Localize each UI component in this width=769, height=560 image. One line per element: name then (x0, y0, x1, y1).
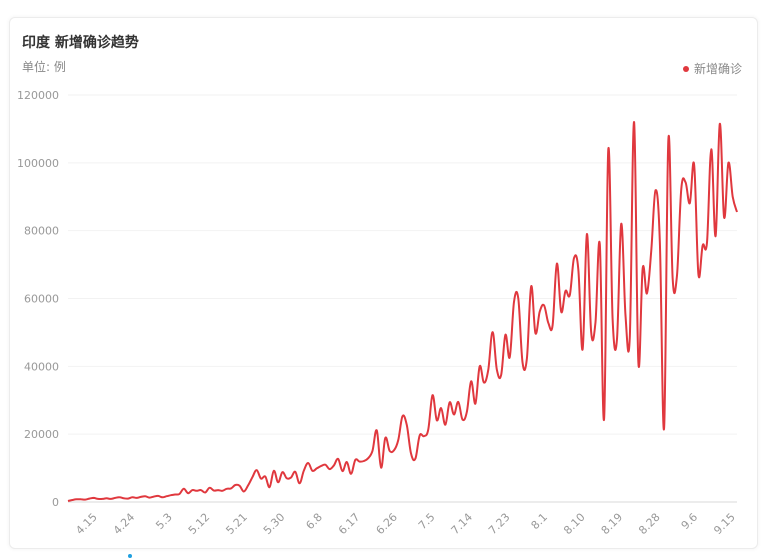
page-indicator-dot (128, 554, 132, 558)
x-tick-label: 5.21 (223, 511, 250, 538)
y-tick-label: 0 (52, 496, 59, 509)
y-tick-label: 20000 (24, 428, 59, 441)
x-tick-label: 7.23 (486, 511, 513, 538)
unit-label: 单位: 例 (22, 60, 66, 74)
y-tick-label: 40000 (24, 360, 59, 373)
x-tick-label: 5.30 (261, 511, 288, 538)
y-tick-label: 120000 (17, 89, 59, 102)
legend-dot-icon (682, 65, 689, 72)
x-tick-label: 5.3 (153, 511, 175, 533)
x-tick-label: 4.15 (73, 511, 100, 538)
x-tick-label: 6.8 (303, 511, 325, 533)
x-tick-label: 9.6 (679, 511, 701, 533)
x-tick-label: 7.14 (449, 511, 476, 538)
x-tick-label: 6.17 (336, 511, 363, 538)
series-line[interactable] (67, 121, 738, 502)
x-tick-label: 8.19 (599, 511, 626, 538)
x-tick-label: 7.5 (416, 511, 438, 533)
chart-title: 印度 新增确诊趋势 (22, 35, 139, 51)
legend-label: 新增确诊 (693, 62, 742, 76)
x-tick-label: 8.28 (636, 511, 663, 538)
y-tick-label: 100000 (17, 157, 59, 170)
x-tick-label: 6.26 (373, 511, 400, 538)
x-tick-label: 8.10 (561, 511, 588, 538)
x-tick-label: 8.1 (529, 511, 551, 533)
y-tick-label: 60000 (24, 293, 59, 306)
x-tick-label: 4.24 (111, 511, 138, 538)
y-tick-label: 80000 (24, 225, 59, 238)
x-tick-label: 9.15 (711, 511, 738, 538)
x-tick-label: 5.12 (186, 511, 213, 538)
legend[interactable]: 新增确诊 (682, 60, 742, 77)
